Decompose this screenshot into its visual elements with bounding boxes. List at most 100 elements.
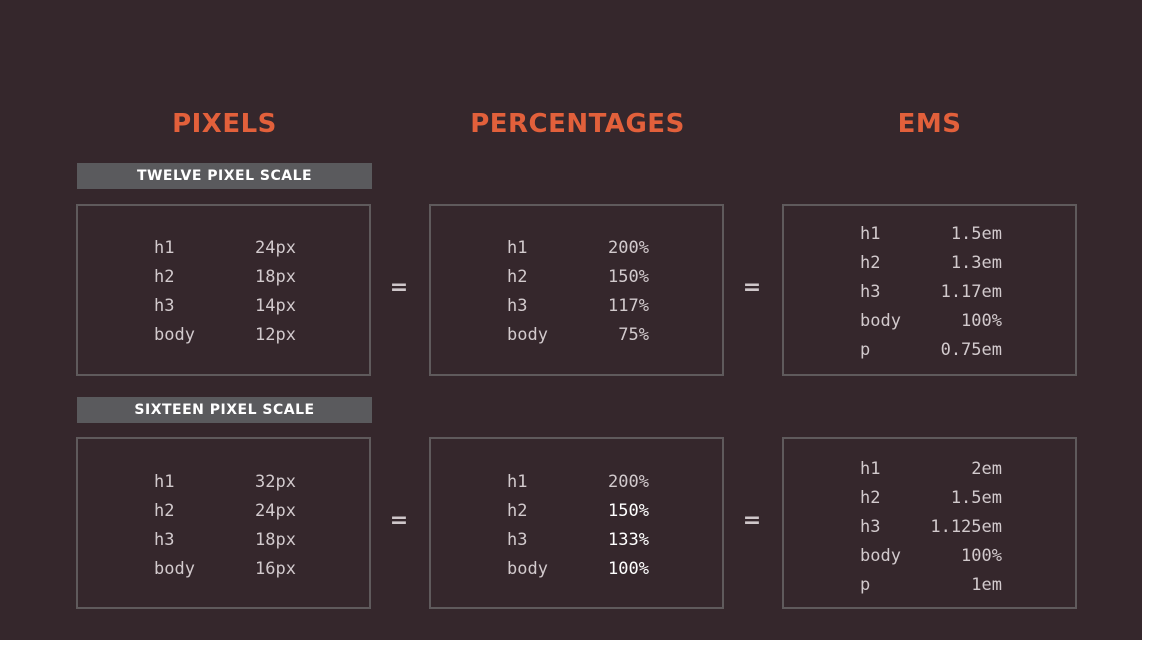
row-value: 18px (255, 530, 296, 550)
row-value: 1.17em (940, 282, 1002, 302)
table-row: body 75% (431, 321, 722, 350)
slide-panel: PIXELS PERCENTAGES EMS TWELVE PIXEL SCAL… (0, 0, 1142, 640)
sixteen-ems-rows: h1 2em h2 1.5em h3 1.125em body 100% p 1… (784, 455, 1075, 600)
table-row: h2 1.3em (784, 249, 1075, 278)
twelve-ems-box: h1 1.5em h2 1.3em h3 1.17em body 100% p … (782, 204, 1077, 376)
equals-sign: = (742, 508, 762, 533)
row-key: p (860, 575, 871, 595)
row-key: h2 (507, 501, 528, 521)
row-value: 24px (255, 238, 296, 258)
row-value: 1em (971, 575, 1002, 595)
row-key: h3 (860, 517, 881, 537)
table-row: h3 18px (78, 526, 369, 555)
table-row: h1 2em (784, 455, 1075, 484)
row-key: h3 (154, 530, 175, 550)
row-key: h1 (860, 459, 881, 479)
row-value: 75% (618, 325, 649, 345)
table-row: h3 117% (431, 292, 722, 321)
row-key: h1 (507, 238, 528, 258)
row-value: 0.75em (940, 340, 1002, 360)
row-value: 16px (255, 559, 296, 579)
row-value: 24px (255, 501, 296, 521)
equals-sign: = (742, 275, 762, 300)
row-key: body (860, 546, 901, 566)
sixteen-pixels-rows: h1 32px h2 24px h3 18px body 16px (78, 468, 369, 584)
row-key: body (154, 325, 195, 345)
row-key: h1 (507, 472, 528, 492)
row-value: 117% (608, 296, 649, 316)
row-key: p (860, 340, 871, 360)
heading-pixels: PIXELS (172, 109, 277, 139)
table-row: h1 200% (431, 468, 722, 497)
equals-sign: = (389, 508, 409, 533)
row-key: body (154, 559, 195, 579)
row-value: 32px (255, 472, 296, 492)
row-key: h3 (860, 282, 881, 302)
row-value: 100% (961, 311, 1002, 331)
twelve-percentages-rows: h1 200% h2 150% h3 117% body 75% (431, 234, 722, 350)
row-value: 200% (608, 238, 649, 258)
heading-ems: EMS (897, 109, 962, 139)
twelve-pixels-rows: h1 24px h2 18px h3 14px body 12px (78, 234, 369, 350)
row-key: h1 (154, 472, 175, 492)
sixteen-percentages-box: h1 200% h2 150% h3 133% body 100% (429, 437, 724, 609)
row-key: h1 (154, 238, 175, 258)
twelve-pixels-box: h1 24px h2 18px h3 14px body 12px (76, 204, 371, 376)
table-row: h2 24px (78, 497, 369, 526)
row-key: body (507, 325, 548, 345)
table-row: body 100% (784, 542, 1075, 571)
row-value: 1.5em (950, 224, 1002, 244)
table-row: h2 150% (431, 263, 722, 292)
row-key: h3 (507, 296, 528, 316)
table-row: h1 32px (78, 468, 369, 497)
row-value: 100% (608, 559, 649, 579)
table-row: h1 24px (78, 234, 369, 263)
row-value: 2em (971, 459, 1002, 479)
row-value: 12px (255, 325, 296, 345)
table-row: h2 1.5em (784, 484, 1075, 513)
table-row: body 100% (431, 555, 722, 584)
heading-percentages: PERCENTAGES (470, 109, 685, 139)
row-value: 1.5em (950, 488, 1002, 508)
row-key: h2 (154, 267, 175, 287)
table-row: h3 1.17em (784, 278, 1075, 307)
table-row: body 100% (784, 307, 1075, 336)
sixteen-pixels-box: h1 32px h2 24px h3 18px body 16px (76, 437, 371, 609)
row-key: h2 (860, 253, 881, 273)
row-key: body (507, 559, 548, 579)
table-row: h2 150% (431, 497, 722, 526)
table-row: p 0.75em (784, 336, 1075, 365)
equals-sign: = (389, 275, 409, 300)
table-row: h1 1.5em (784, 220, 1075, 249)
row-value: 18px (255, 267, 296, 287)
table-row: h2 18px (78, 263, 369, 292)
row-key: h1 (860, 224, 881, 244)
twelve-pixel-scale-label: TWELVE PIXEL SCALE (77, 163, 372, 189)
row-key: h2 (154, 501, 175, 521)
row-value: 1.125em (930, 517, 1002, 537)
row-value: 133% (608, 530, 649, 550)
row-key: h2 (507, 267, 528, 287)
sixteen-percentages-rows: h1 200% h2 150% h3 133% body 100% (431, 468, 722, 584)
table-row: h3 14px (78, 292, 369, 321)
table-row: h1 200% (431, 234, 722, 263)
row-value: 1.3em (950, 253, 1002, 273)
sixteen-pixel-scale-label: SIXTEEN PIXEL SCALE (77, 397, 372, 423)
table-row: h3 133% (431, 526, 722, 555)
row-key: body (860, 311, 901, 331)
row-value: 100% (961, 546, 1002, 566)
twelve-ems-rows: h1 1.5em h2 1.3em h3 1.17em body 100% p … (784, 220, 1075, 365)
row-value: 150% (608, 267, 649, 287)
row-value: 14px (255, 296, 296, 316)
twelve-percentages-box: h1 200% h2 150% h3 117% body 75% (429, 204, 724, 376)
row-key: h2 (860, 488, 881, 508)
table-row: p 1em (784, 571, 1075, 600)
row-key: h3 (154, 296, 175, 316)
row-value: 150% (608, 501, 649, 521)
row-key: h3 (507, 530, 528, 550)
table-row: body 12px (78, 321, 369, 350)
table-row: body 16px (78, 555, 369, 584)
sixteen-ems-box: h1 2em h2 1.5em h3 1.125em body 100% p 1… (782, 437, 1077, 609)
row-value: 200% (608, 472, 649, 492)
table-row: h3 1.125em (784, 513, 1075, 542)
